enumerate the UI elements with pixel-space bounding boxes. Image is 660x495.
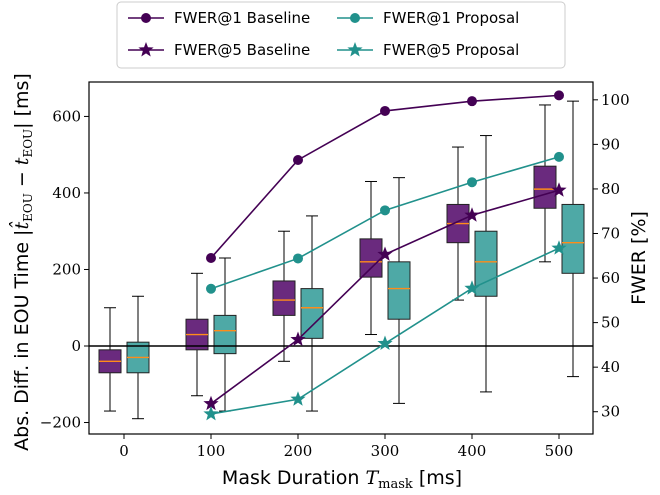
y-right-tick-label: 30 <box>601 403 620 421</box>
y-right-tick-label: 90 <box>601 135 620 153</box>
svg-text:Abs. Diff. in EOU Time |t̂EOU: Abs. Diff. in EOU Time |t̂EOU − tEOU| [m… <box>8 73 35 451</box>
legend-marker <box>141 13 151 23</box>
box-iqr <box>387 261 411 320</box>
boxes-layer <box>89 100 593 420</box>
legend-marker <box>347 42 363 57</box>
box-iqr <box>561 203 585 274</box>
plot-background <box>89 82 593 434</box>
box-iqr <box>533 165 557 209</box>
legend: FWER@1 Baseline FWER@5 Baseline FWER@1 Pro… <box>116 1 566 69</box>
plot-frame <box>88 81 594 435</box>
series-3 <box>203 240 567 421</box>
series-point <box>293 253 303 264</box>
legend-label: FWER@5 Proposal <box>383 41 519 59</box>
series-point <box>551 182 567 197</box>
box-baseline-400 <box>446 146 470 301</box>
series-point <box>203 405 219 421</box>
legend-marker <box>350 13 360 23</box>
legend-label: FWER@1 Proposal <box>383 9 519 27</box>
legend-entry-3: FWER@5 Proposal <box>337 41 519 59</box>
box-iqr <box>359 238 383 278</box>
box-proposal-200 <box>300 215 324 412</box>
y-axis-right-title: FWER [%] <box>628 211 650 305</box>
box-proposal-100 <box>213 257 237 412</box>
series-point <box>554 151 564 162</box>
svg-text:FWER [%]: FWER [%] <box>628 211 650 305</box>
box-proposal-0 <box>126 295 150 420</box>
series-point <box>290 331 306 347</box>
y-right-tick-label: 40 <box>601 358 620 376</box>
series-point <box>551 240 567 255</box>
y-right-tick-label: 50 <box>601 314 620 332</box>
series-point <box>290 391 306 406</box>
x-tick-label: 500 <box>545 442 574 460</box>
legend-label: FWER@5 Baseline <box>174 41 310 59</box>
legend-entry-0: FWER@1 Baseline <box>128 9 310 27</box>
box-baseline-100 <box>185 272 209 397</box>
x-tick-label: 100 <box>197 442 226 460</box>
series-point <box>464 280 480 295</box>
y-left-tick-label: −200 <box>40 414 81 432</box>
series-point <box>554 90 564 101</box>
box-proposal-500 <box>561 100 585 378</box>
y-right-tick-label: 100 <box>601 91 630 109</box>
y-left-tick-label: 400 <box>52 184 81 202</box>
x-tick-label: 0 <box>119 442 129 460</box>
lines-layer <box>203 90 567 421</box>
series-point <box>380 105 390 116</box>
legend-label: FWER@1 Baseline <box>174 9 310 27</box>
box-baseline-200 <box>272 230 296 362</box>
legend-box <box>116 1 566 69</box>
plot-area <box>89 82 593 434</box>
series-point <box>206 283 216 294</box>
box-iqr <box>213 314 237 355</box>
series-point <box>203 395 219 411</box>
y-left-tick-label: 600 <box>52 107 81 125</box>
box-iqr <box>272 280 296 316</box>
x-tick-label: 400 <box>458 442 487 460</box>
legend-entry-2: FWER@1 Proposal <box>337 9 519 27</box>
legend-marker <box>138 42 154 57</box>
x-tick-label: 200 <box>284 442 313 460</box>
box-iqr <box>300 288 324 339</box>
y-right-tick-label: 80 <box>601 180 620 198</box>
series-1 <box>203 182 567 411</box>
y-right-tick-label: 70 <box>601 224 620 242</box>
axes-layer: 0 100 200 300 400 500 −200 0 200 400 600 30 40 50 60 70… <box>40 81 630 460</box>
y-right-tick-label: 60 <box>601 269 620 287</box>
series-point <box>206 253 216 263</box>
svg-text:Mask Duration Tmask [ms]: Mask Duration Tmask [ms] <box>222 467 462 492</box>
y-axis-left-title: Abs. Diff. in EOU Time |t̂EOU − tEOU| [m… <box>8 73 35 451</box>
y-left-tick-label: 0 <box>71 337 81 355</box>
series-point <box>377 246 393 261</box>
x-tick-label: 300 <box>371 442 400 460</box>
series-point <box>293 154 303 165</box>
x-axis-title: Mask Duration Tmask [ms] <box>222 467 462 492</box>
series-2 <box>206 151 564 294</box>
series-point <box>467 96 477 107</box>
box-proposal-300 <box>387 177 411 404</box>
box-baseline-500 <box>533 104 557 263</box>
series-point <box>377 335 393 351</box>
series-point <box>467 177 477 188</box>
y-left-tick-label: 200 <box>52 260 81 278</box>
series-point <box>380 205 390 216</box>
series-0 <box>206 90 564 263</box>
legend-entry-1: FWER@5 Baseline <box>128 41 310 59</box>
series-point <box>464 207 480 222</box>
box-baseline-0 <box>98 307 122 412</box>
